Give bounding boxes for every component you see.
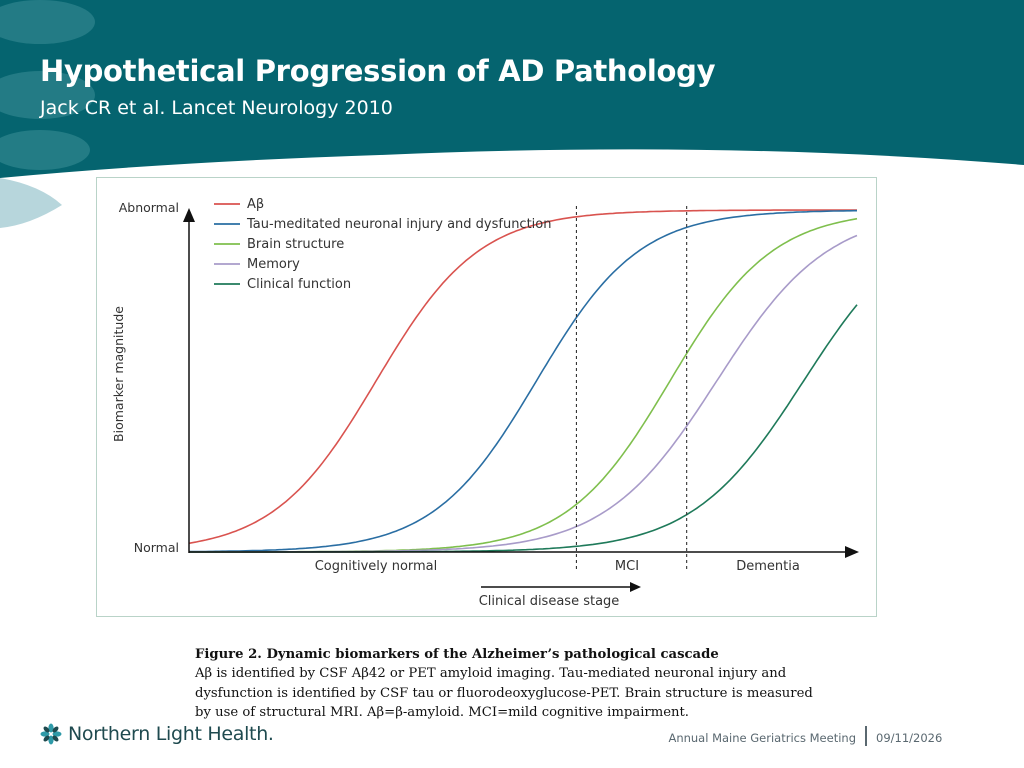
legend-label-4: Clinical function xyxy=(247,277,351,292)
legend-label-0: Aβ xyxy=(247,197,264,212)
leaf-decoration xyxy=(0,0,95,170)
figure-caption: Figure 2. Dynamic biomarkers of the Alzh… xyxy=(195,645,835,722)
caption-line-1: Aβ is identified by CSF Aβ42 or PET amyl… xyxy=(195,666,787,682)
legend: Aβ Tau-meditated neuronal injury and dysf… xyxy=(214,197,551,292)
stage-boundaries xyxy=(575,206,688,570)
page-title: Hypothetical Progression of AD Pathology xyxy=(40,54,716,88)
y-top-label: Abnormal xyxy=(119,200,179,215)
header-banner xyxy=(0,0,1024,228)
legend-label-1: Tau-meditated neuronal injury and dysfun… xyxy=(246,217,551,232)
caption-line-3: by use of structural MRI. Aβ=β-amyloid. … xyxy=(195,704,690,720)
caption-line-2: dysfunction is identified by CSF tau or … xyxy=(195,685,813,701)
header-banner-shape xyxy=(0,0,1024,178)
page-subtitle: Jack CR et al. Lancet Neurology 2010 xyxy=(40,97,393,119)
series-line-4 xyxy=(189,304,858,553)
stage-label-mci: MCI xyxy=(615,559,639,574)
leaf-light-icon xyxy=(0,178,62,228)
legend-label-2: Brain structure xyxy=(247,237,344,252)
y-axis-arrow-icon xyxy=(183,208,195,222)
x-axis-arrow-icon xyxy=(845,546,859,558)
y-axis-title: Biomarker magnitude xyxy=(111,306,126,442)
northern-light-logo: Northern Light Health. xyxy=(40,718,274,750)
footer-separator xyxy=(865,726,867,746)
caption-title: Figure 2. Dynamic biomarkers of the Alzh… xyxy=(195,647,719,662)
footer-meeting: Annual Maine Geriatrics Meeting xyxy=(668,731,856,745)
clinical-stage-label: Clinical disease stage xyxy=(479,594,620,609)
chart: Abnormal Normal Biomarker magnitude Cogn… xyxy=(111,197,859,609)
series-line-1 xyxy=(189,209,857,553)
series-line-0 xyxy=(188,209,857,545)
clinical-stage-arrow-icon xyxy=(630,582,641,592)
logo-text: Northern Light Health. xyxy=(68,723,274,745)
stage-label-cognitively-normal: Cognitively normal xyxy=(315,559,438,574)
footer-date: 09/11/2026 xyxy=(876,731,943,745)
logo-star-icon xyxy=(40,723,62,745)
legend-label-3: Memory xyxy=(247,257,300,272)
stage-label-dementia: Dementia xyxy=(736,559,800,574)
chart-figure: Abnormal Normal Biomarker magnitude Cogn… xyxy=(96,177,877,617)
y-bottom-label: Normal xyxy=(134,540,179,555)
